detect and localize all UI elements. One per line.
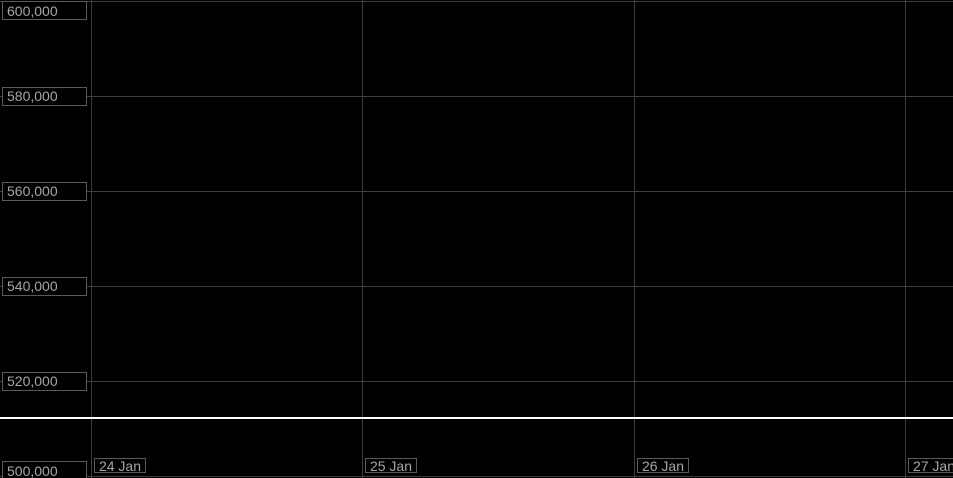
y-axis-tick-label: 520,000	[2, 371, 87, 391]
y-gridline	[0, 286, 953, 287]
y-gridline	[0, 381, 953, 382]
x-gridline	[905, 0, 906, 478]
y-gridline	[0, 96, 953, 97]
x-axis-tick-label: 26 Jan	[637, 458, 689, 474]
x-axis-tick-label: 24 Jan	[94, 458, 146, 474]
y-axis-tick-label: 500,000	[2, 461, 87, 478]
x-gridline	[362, 0, 363, 478]
y-gridline	[0, 476, 953, 477]
x-gridline	[91, 0, 92, 478]
x-axis-tick-label: 25 Jan	[365, 458, 417, 474]
y-axis-tick-label: 540,000	[2, 276, 87, 296]
y-axis-tick-label: 580,000	[2, 86, 87, 106]
x-axis-tick-label: 27 Jan	[908, 458, 953, 474]
y-axis-tick-label: 600,000	[2, 1, 87, 20]
y-gridline	[0, 191, 953, 192]
price-line	[0, 416, 953, 419]
x-gridline	[634, 0, 635, 478]
y-gridline	[0, 1, 953, 2]
y-axis-tick-label: 560,000	[2, 181, 87, 201]
